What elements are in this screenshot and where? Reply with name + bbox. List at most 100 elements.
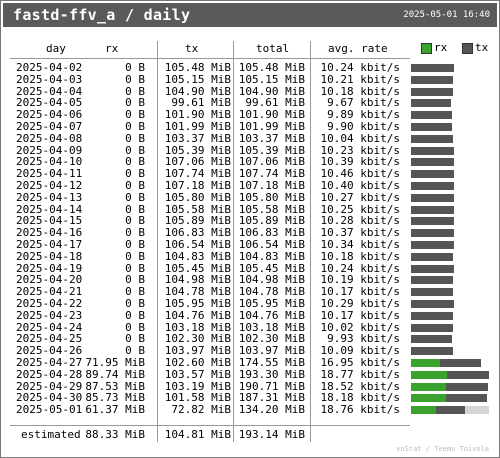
row-day: 2025-04-03 xyxy=(16,72,83,86)
row-total: 104.78 MiB xyxy=(238,285,305,299)
row-rate: 16.95 kbit/s xyxy=(320,356,400,369)
table-row: 2025-04-05 0 B 99.61 MiB 99.61 MiB 9.67 kbit… xyxy=(1,96,500,110)
row-rate: 9.67 kbit/s xyxy=(327,96,400,110)
tx-segment xyxy=(411,182,454,190)
tx-segment xyxy=(411,87,453,96)
tx-segment xyxy=(411,64,454,72)
row-day: 2025-04-26 xyxy=(16,344,83,358)
traffic-bar xyxy=(411,311,453,320)
table-row: 2025-04-02 0 B 105.48 MiB 105.48 MiB 10.24 k… xyxy=(1,61,500,74)
tx-segment xyxy=(411,288,453,297)
row-tx: 101.99 MiB xyxy=(164,120,231,133)
row-total: 107.18 MiB xyxy=(238,179,305,192)
row-day: 2025-04-02 xyxy=(16,61,83,74)
column-divider xyxy=(157,41,158,442)
row-day: 2025-04-12 xyxy=(16,179,83,192)
traffic-bar xyxy=(411,146,454,155)
table-row: 2025-04-16 0 B 106.83 MiB 106.83 MiB 10.37 k… xyxy=(1,226,500,240)
row-rate: 10.29 kbit/s xyxy=(320,297,400,310)
legend-rx-swatch xyxy=(421,43,432,54)
row-rx: 0 B xyxy=(125,238,145,251)
table-row: 2025-04-13 0 B 105.80 MiB 105.80 MiB 10.27 k… xyxy=(1,190,500,204)
tx-segment xyxy=(411,311,453,320)
row-rate: 18.18 kbit/s xyxy=(320,391,400,405)
row-total: 193.30 MiB xyxy=(238,367,305,381)
table-row: 2025-04-25 0 B 102.30 MiB 102.30 MiB 9.93 kb… xyxy=(1,333,500,345)
row-rx: 0 B xyxy=(125,72,145,86)
row-rate: 10.24 kbit/s xyxy=(320,61,400,74)
table-row: 2025-04-07 0 B 101.99 MiB 101.99 MiB 9.90 kb… xyxy=(1,120,500,133)
row-rate: 10.25 kbit/s xyxy=(320,202,400,216)
row-total: 105.80 MiB xyxy=(238,190,305,204)
row-rx: 0 B xyxy=(125,190,145,204)
row-rx: 0 B xyxy=(125,285,145,299)
row-day: 2025-04-23 xyxy=(16,308,83,322)
legend-rx-label: rx xyxy=(434,41,448,54)
row-tx: 107.18 MiB xyxy=(164,179,231,192)
row-rate: 10.21 kbit/s xyxy=(320,72,400,86)
table-row: 2025-04-26 0 B 103.97 MiB 103.97 MiB 10.09 k… xyxy=(1,344,500,358)
traffic-bar xyxy=(411,406,489,415)
row-rx: 0 B xyxy=(125,344,145,358)
table-row: 2025-04-04 0 B 104.90 MiB 104.90 MiB 10.18 k… xyxy=(1,85,500,98)
row-tx: 107.06 MiB xyxy=(164,155,231,169)
traffic-bar xyxy=(411,288,453,297)
row-total: 190.71 MiB xyxy=(238,379,305,393)
row-day: 2025-04-13 xyxy=(16,190,83,204)
row-rate: 10.17 kbit/s xyxy=(320,285,400,299)
row-rx: 0 B xyxy=(125,297,145,310)
row-tx: 104.83 MiB xyxy=(164,249,231,263)
column-header-rate: avg. rate xyxy=(328,42,388,55)
row-tx: 99.61 MiB xyxy=(171,96,231,110)
traffic-bar xyxy=(411,252,453,261)
rx-segment xyxy=(411,370,447,379)
row-tx: 105.45 MiB xyxy=(164,261,231,275)
tx-segment xyxy=(411,158,454,167)
row-tx: 103.18 MiB xyxy=(164,320,231,334)
row-day: 2025-04-18 xyxy=(16,249,83,263)
traffic-bar xyxy=(411,193,454,202)
table-row: 2025-04-29 87.53 MiB 103.19 MiB 190.71 MiB 1… xyxy=(1,379,500,393)
row-day: 2025-04-20 xyxy=(16,273,83,287)
row-total: 107.06 MiB xyxy=(238,155,305,169)
header-divider xyxy=(10,58,410,59)
row-rx: 0 B xyxy=(125,320,145,334)
row-rx: 0 B xyxy=(125,226,145,240)
table-row: 2025-04-17 0 B 106.54 MiB 106.54 MiB 10.34 k… xyxy=(1,238,500,251)
row-rate: 18.76 kbit/s xyxy=(320,403,400,417)
row-total: 103.37 MiB xyxy=(238,131,305,145)
table-row: 2025-05-01 61.37 MiB 72.82 MiB 134.20 MiB 18… xyxy=(1,403,500,417)
tx-segment xyxy=(411,217,454,226)
tx-segment xyxy=(411,300,454,308)
row-rate: 10.46 kbit/s xyxy=(320,167,400,181)
row-total: 106.54 MiB xyxy=(238,238,305,251)
traffic-bar xyxy=(411,264,454,273)
estimated-label: estimated xyxy=(21,428,81,441)
table-row: 2025-04-15 0 B 105.89 MiB 105.89 MiB 10.28 k… xyxy=(1,214,500,228)
row-rate: 10.34 kbit/s xyxy=(320,238,400,251)
column-divider xyxy=(310,41,311,442)
row-day: 2025-04-09 xyxy=(16,143,83,157)
row-tx: 105.15 MiB xyxy=(164,72,231,86)
timestamp: 2025-05-01 16:40 xyxy=(403,10,490,20)
row-rate: 18.52 kbit/s xyxy=(320,379,400,393)
estimated-row: estimated 88.33 MiB 104.81 MiB 193.14 Mi… xyxy=(1,428,500,441)
row-rx: 61.37 MiB xyxy=(85,403,145,417)
row-rx: 0 B xyxy=(125,131,145,145)
row-tx: 105.95 MiB xyxy=(164,297,231,310)
row-total: 187.31 MiB xyxy=(238,391,305,405)
row-rx: 0 B xyxy=(125,249,145,263)
row-rate: 10.23 kbit/s xyxy=(320,143,400,157)
row-total: 107.74 MiB xyxy=(238,167,305,181)
table-row: 2025-04-03 0 B 105.15 MiB 105.15 MiB 10.21 k… xyxy=(1,72,500,86)
row-tx: 105.80 MiB xyxy=(164,190,231,204)
tx-segment xyxy=(411,111,452,120)
traffic-bar xyxy=(411,276,453,285)
row-rx: 0 B xyxy=(125,308,145,322)
row-rx: 0 B xyxy=(125,214,145,228)
row-day: 2025-04-22 xyxy=(16,297,83,310)
row-total: 105.45 MiB xyxy=(238,261,305,275)
traffic-bar xyxy=(411,394,487,403)
row-day: 2025-04-29 xyxy=(16,379,83,393)
tx-segment xyxy=(446,382,488,391)
